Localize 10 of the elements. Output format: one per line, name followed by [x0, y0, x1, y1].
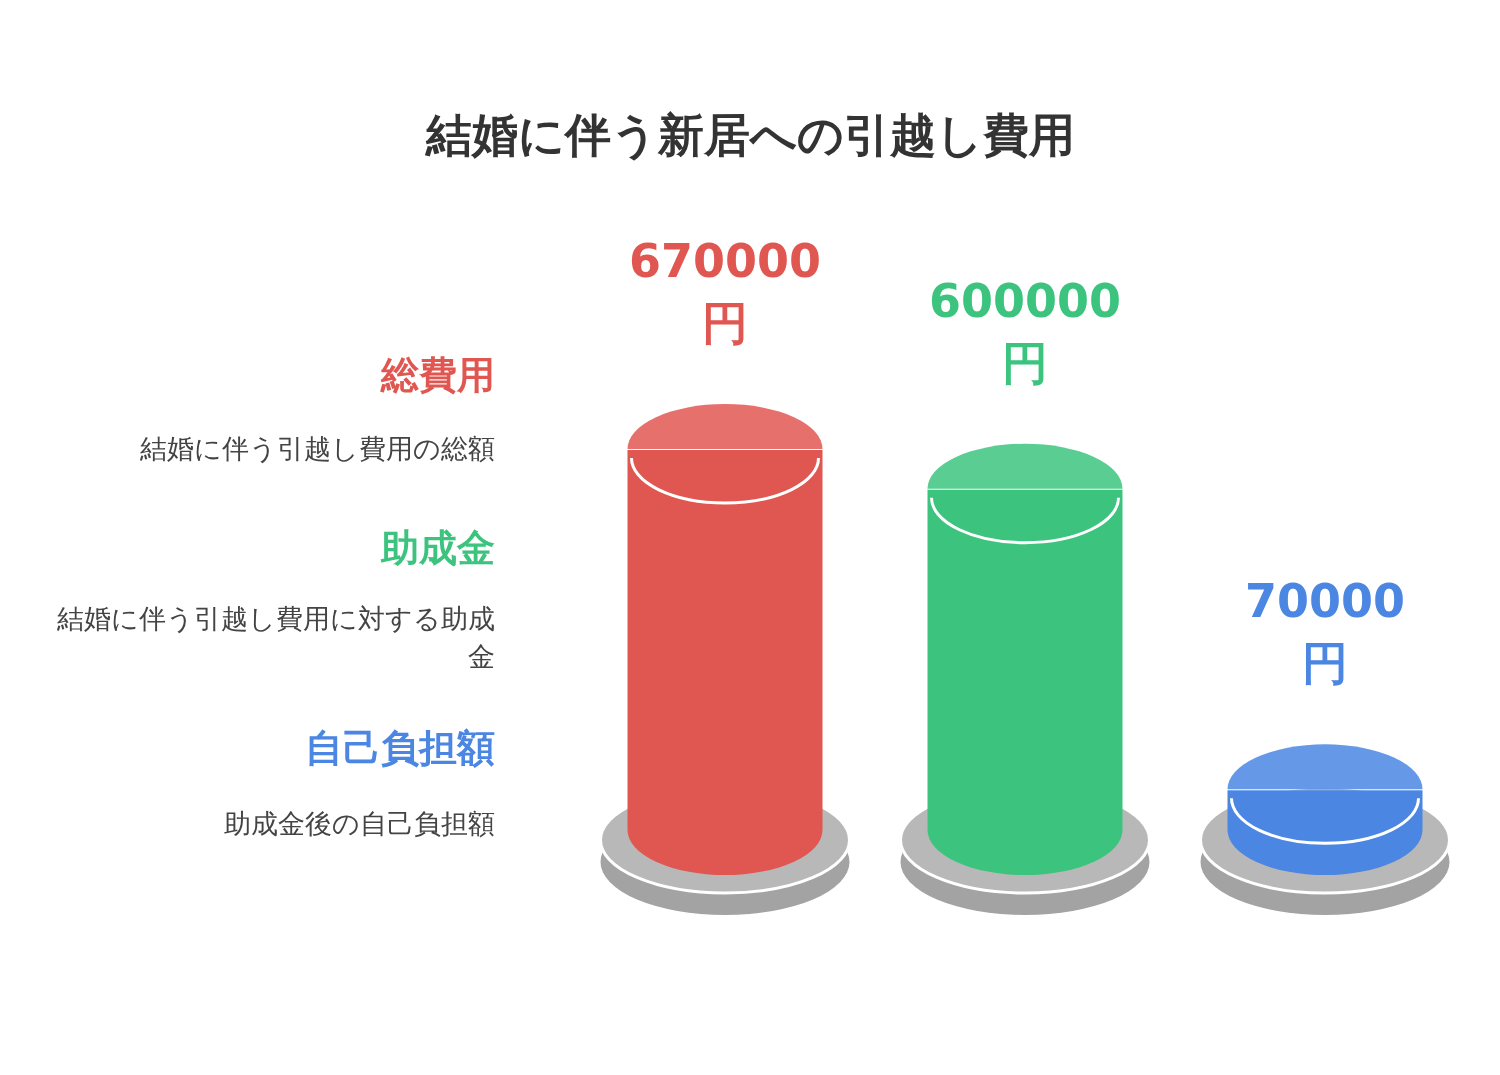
text: 結婚に伴う引越し費用の総額: [139, 432, 495, 466]
text: 助成金後の自己負担額: [223, 807, 495, 841]
data-label: 70000 円: [1243, 573, 1406, 693]
text: 助成金: [381, 525, 495, 572]
text: 自己負担額: [305, 725, 495, 772]
text: 結婚に伴う引越し費用に対する助成金: [56, 602, 495, 674]
chart-title: 結婚に伴う新居への引越し費用: [424, 107, 1076, 164]
text: 総費用: [381, 352, 495, 399]
data-label: 600000 円: [927, 272, 1122, 392]
data-label: 670000 円: [627, 233, 822, 352]
